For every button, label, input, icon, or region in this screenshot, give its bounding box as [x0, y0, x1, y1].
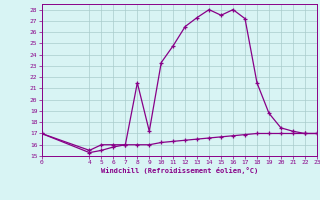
X-axis label: Windchill (Refroidissement éolien,°C): Windchill (Refroidissement éolien,°C) [100, 167, 258, 174]
